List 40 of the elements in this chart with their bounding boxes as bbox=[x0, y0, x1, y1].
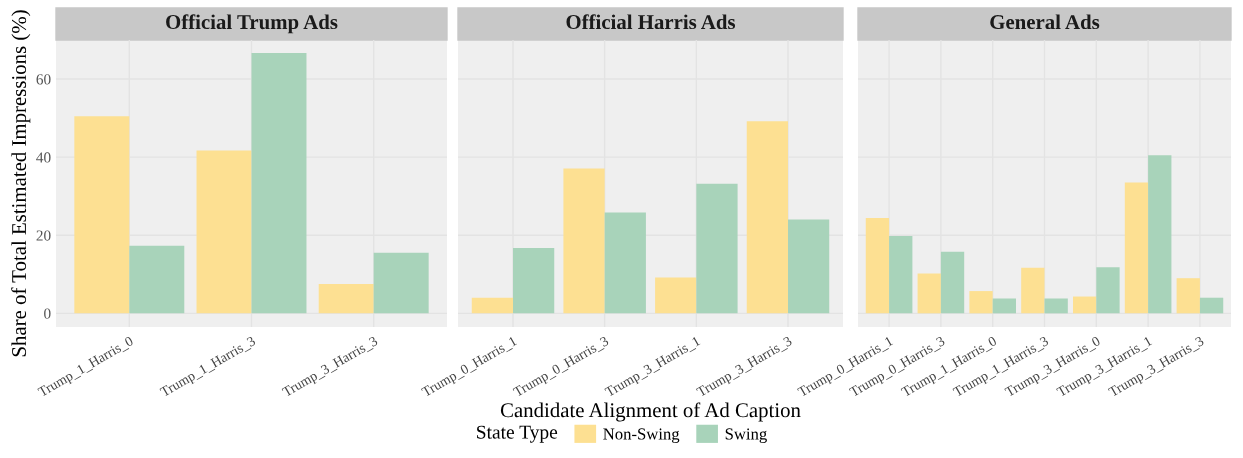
bar bbox=[655, 277, 697, 314]
bar bbox=[318, 284, 374, 314]
chart-title: Official Harris Ads bbox=[566, 14, 736, 30]
bar bbox=[74, 116, 130, 314]
bar bbox=[969, 291, 993, 314]
bar bbox=[563, 168, 605, 314]
bar bbox=[992, 298, 1017, 314]
x-axis-title: Candidate Alignment of Ad Caption bbox=[500, 402, 801, 422]
y-tick-label: 40 bbox=[36, 152, 51, 163]
bar bbox=[471, 297, 513, 314]
bar bbox=[865, 218, 890, 314]
chart-title: General Ads bbox=[990, 14, 1100, 30]
bar bbox=[889, 236, 913, 314]
bar bbox=[1072, 296, 1097, 314]
y-tick-label: 60 bbox=[36, 74, 51, 85]
legend-label: Swing bbox=[725, 428, 767, 443]
bar bbox=[746, 121, 788, 314]
bar bbox=[604, 212, 646, 314]
bar bbox=[251, 52, 307, 314]
y-tick-label: 20 bbox=[36, 230, 51, 241]
bar bbox=[129, 245, 185, 314]
y-axis-title: Share of Total Estimated Impressions (%) bbox=[11, 10, 31, 357]
bar bbox=[1044, 298, 1068, 314]
bar bbox=[1124, 182, 1149, 314]
bar bbox=[940, 251, 965, 314]
bar bbox=[1199, 297, 1224, 314]
bar bbox=[1021, 267, 1045, 314]
bar bbox=[788, 219, 830, 314]
bar bbox=[1148, 155, 1172, 314]
bar bbox=[1096, 267, 1120, 314]
chart-title: Official Trump Ads bbox=[166, 14, 338, 34]
bar bbox=[1176, 278, 1200, 314]
legend-title: State Type bbox=[477, 425, 558, 443]
bar bbox=[513, 248, 555, 314]
bar bbox=[373, 252, 429, 314]
bar bbox=[917, 273, 941, 314]
legend-label: Non-Swing bbox=[603, 428, 680, 443]
bar bbox=[196, 150, 252, 314]
bar bbox=[696, 183, 738, 314]
y-tick-label: 0 bbox=[44, 308, 51, 319]
